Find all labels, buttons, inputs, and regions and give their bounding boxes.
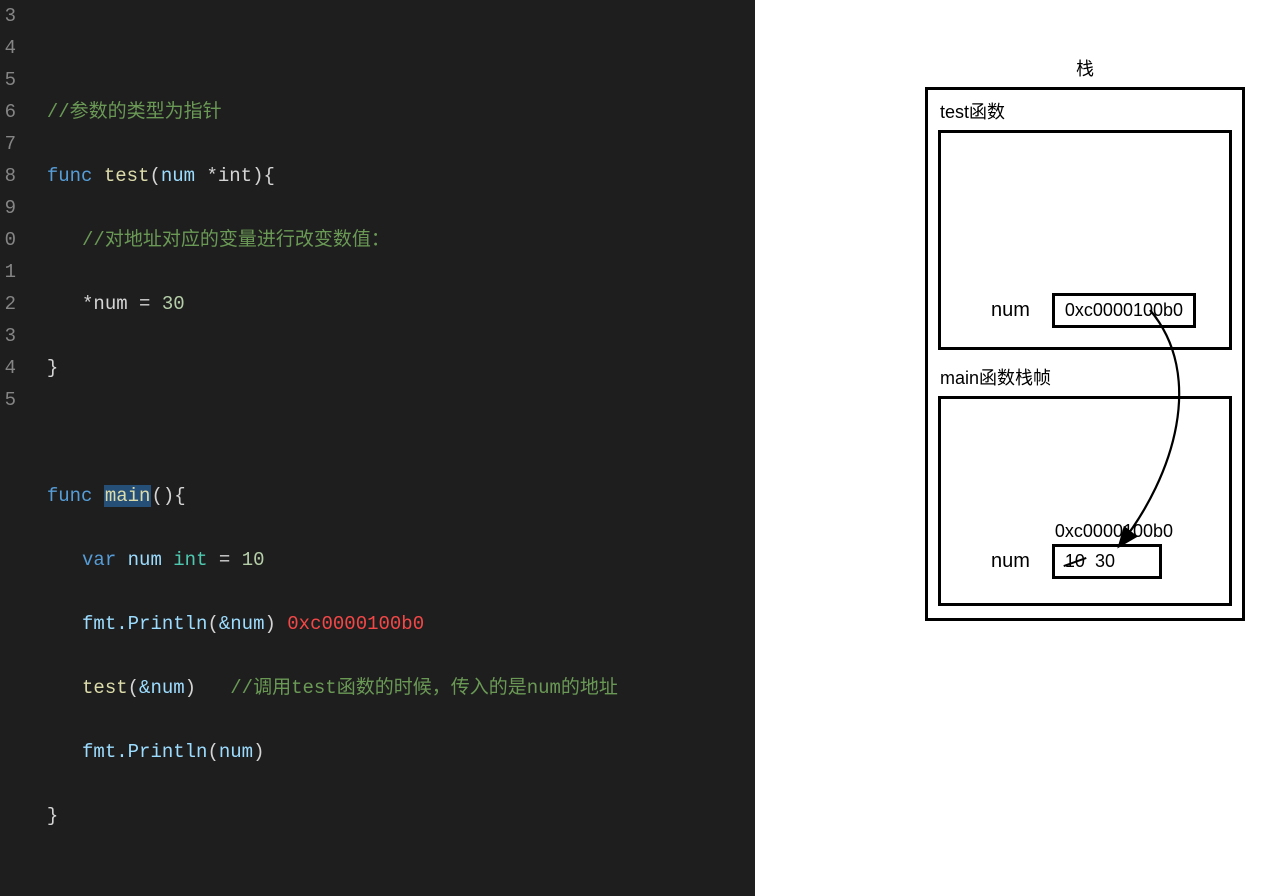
call-println: fmt.Println [82, 613, 207, 635]
addr-label: 0xc0000100b0 [1055, 521, 1173, 542]
func-name-test: test [104, 165, 150, 187]
new-value: 30 [1095, 551, 1115, 571]
ident-num: num [219, 741, 253, 763]
code-comment: //对地址对应的变量进行改变数值： [82, 229, 390, 251]
param-num: num [161, 165, 195, 187]
line-number: 1 [4, 256, 16, 288]
line-number: 7 [4, 128, 16, 160]
stack-diagram: 栈 test函数 num 0xc0000100b0 main函数栈帧 num 0… [905, 55, 1265, 621]
var-row-main-num: num 0xc0000100b0 10 30 [991, 544, 1219, 579]
keyword-var: var [82, 549, 116, 571]
line-gutter: 3 4 5 6 7 8 9 0 1 2 3 4 5 [0, 0, 24, 896]
frame-title-test: test函数 [938, 98, 1232, 124]
frame-test: num 0xc0000100b0 [938, 130, 1232, 350]
deref-assign: *num = [82, 293, 162, 315]
amp-num: &num [219, 613, 265, 635]
frame-main: num 0xc0000100b0 10 30 [938, 396, 1232, 606]
stack-outer-box: test函数 num 0xc0000100b0 main函数栈帧 num 0xc… [925, 87, 1245, 621]
line-number: 9 [4, 192, 16, 224]
line-number: 6 [4, 96, 16, 128]
code-comment: //调用test函数的时候，传入的是num的地址 [230, 677, 618, 699]
old-value-strike: 10 [1065, 551, 1085, 571]
var-name-num: num [991, 299, 1030, 322]
code-comment: //参数的类型为指针 [47, 101, 222, 123]
type-int: int [173, 549, 207, 571]
code-editor: 3 4 5 6 7 8 9 0 1 2 3 4 5 ​ //参数的类型为指针 f… [0, 0, 755, 896]
line-number: 5 [4, 384, 16, 416]
literal-10: 10 [242, 549, 265, 571]
line-number: 0 [4, 224, 16, 256]
literal-30: 30 [162, 293, 185, 315]
stack-title: 栈 [905, 55, 1265, 81]
var-box-main-num: 0xc0000100b0 10 30 [1052, 544, 1162, 579]
line-number: 3 [4, 320, 16, 352]
var-value-address: 0xc0000100b0 [1065, 300, 1183, 320]
line-number: 8 [4, 160, 16, 192]
line-number: 4 [4, 352, 16, 384]
call-println: fmt.Println [82, 741, 207, 763]
call-test: test [82, 677, 128, 699]
line-number: 4 [4, 32, 16, 64]
line-number: 2 [4, 288, 16, 320]
func-name-main: main [104, 485, 152, 507]
line-number: 3 [4, 0, 16, 32]
code-area[interactable]: ​ //参数的类型为指针 func test(num *int){ //对地址对… [24, 0, 755, 896]
frame-title-main: main函数栈帧 [938, 364, 1232, 390]
type-ptr-int: *int [206, 165, 252, 187]
keyword-func: func [47, 165, 93, 187]
line-number: 5 [4, 64, 16, 96]
amp-num: &num [139, 677, 185, 699]
var-name-num: num [991, 550, 1030, 573]
keyword-func: func [47, 485, 93, 507]
var-row-test-num: num 0xc0000100b0 [991, 293, 1219, 328]
address-annotation: 0xc0000100b0 [287, 613, 424, 635]
var-box-test-num: 0xc0000100b0 [1052, 293, 1196, 328]
ident-num: num [128, 549, 162, 571]
